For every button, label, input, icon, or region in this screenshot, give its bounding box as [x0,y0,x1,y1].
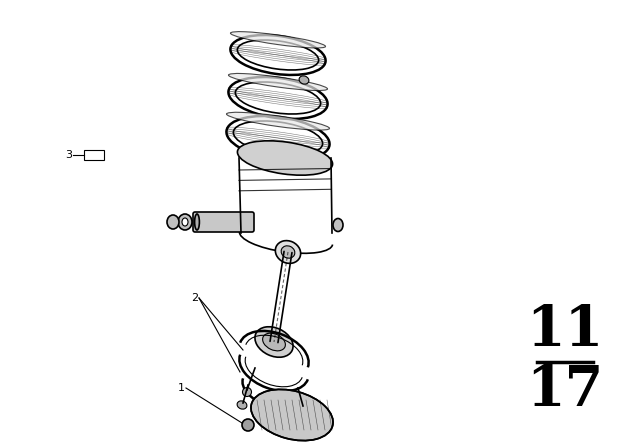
Text: 17: 17 [526,362,604,418]
Ellipse shape [178,214,192,230]
Text: 1: 1 [178,383,185,393]
Ellipse shape [182,218,188,226]
Ellipse shape [243,388,252,396]
Ellipse shape [255,327,293,357]
Ellipse shape [237,40,319,70]
Ellipse shape [237,141,333,175]
FancyBboxPatch shape [193,212,254,232]
Ellipse shape [236,82,321,114]
Ellipse shape [242,419,254,431]
Ellipse shape [262,333,285,351]
Ellipse shape [275,241,301,263]
Ellipse shape [237,401,247,409]
Ellipse shape [227,112,330,130]
Ellipse shape [167,215,179,229]
Ellipse shape [230,32,326,48]
Ellipse shape [333,219,343,232]
Ellipse shape [228,73,328,90]
Bar [84,150,104,160]
Text: 3: 3 [65,150,72,160]
Ellipse shape [299,76,309,84]
Ellipse shape [195,214,200,230]
Text: 2: 2 [191,293,198,303]
Ellipse shape [251,389,333,440]
Ellipse shape [234,121,323,155]
Ellipse shape [281,246,295,258]
Text: 11: 11 [526,302,604,358]
